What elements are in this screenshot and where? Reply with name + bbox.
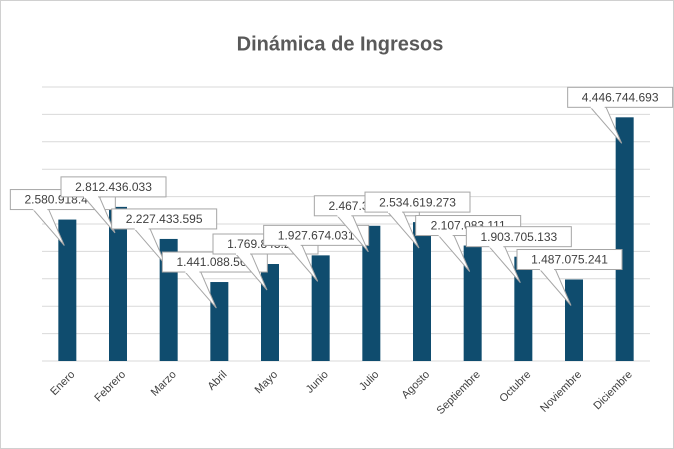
bar bbox=[413, 222, 431, 361]
callout-box bbox=[263, 224, 370, 246]
callout-box bbox=[567, 86, 674, 108]
chart-title: Dinámica de Ingresos bbox=[237, 33, 444, 55]
data-label: 1.903.705.133 bbox=[480, 230, 557, 244]
callout-box bbox=[465, 226, 572, 248]
bar bbox=[109, 206, 127, 361]
bar bbox=[261, 264, 279, 361]
callout-box bbox=[111, 208, 218, 230]
bar bbox=[311, 255, 330, 361]
callout-box bbox=[60, 176, 167, 198]
callout-box bbox=[364, 191, 471, 213]
bar bbox=[514, 256, 533, 361]
bar bbox=[210, 282, 229, 361]
callout-box bbox=[516, 249, 623, 271]
bar bbox=[463, 245, 482, 361]
bar bbox=[565, 279, 583, 361]
data-label: 1.441.088.562 bbox=[176, 255, 253, 269]
bar bbox=[58, 219, 77, 361]
data-label: 4.446.744.693 bbox=[582, 90, 659, 104]
data-label: 2.812.436.033 bbox=[75, 180, 152, 194]
data-label: 1.487.075.241 bbox=[531, 253, 608, 267]
bar bbox=[362, 225, 381, 361]
bar bbox=[615, 117, 634, 361]
data-label: 2.227.433.595 bbox=[126, 212, 203, 226]
data-label: 2.534.619.273 bbox=[379, 195, 456, 209]
data-label: 1.927.674.031 bbox=[278, 229, 355, 243]
